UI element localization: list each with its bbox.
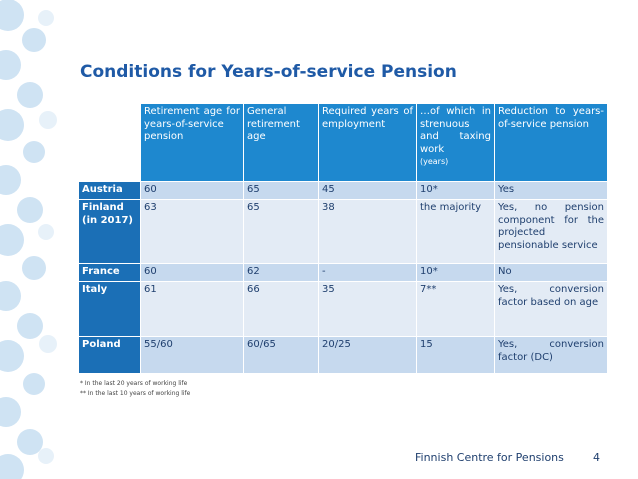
table-cell: 60 [140, 263, 244, 282]
title: Conditions for Years-of-service Pension [80, 62, 457, 82]
table-cell: the majority [416, 199, 495, 264]
table-cell: 45 [318, 181, 417, 200]
header-unit: (years) [420, 157, 449, 166]
table-cell: 38 [318, 199, 417, 264]
row-header: France [78, 263, 141, 282]
table: Retirement age for years-of-service pens… [78, 103, 608, 374]
table-row: Poland 55/60 60/65 20/25 15 Yes, conversion f… [78, 336, 608, 374]
header-cell: Required years of employment [318, 103, 417, 182]
header-text: Reduction to years-of-service pension [498, 106, 604, 130]
table-cell: 65 [243, 199, 319, 264]
header-text: Retirement age for years-of-service pens… [144, 106, 240, 142]
table-row: Italy 61 66 35 7** Yes, conversion factor bas… [78, 281, 608, 337]
header-text: General retirement age [247, 106, 300, 142]
row-header: Finland (in 2017) [78, 199, 141, 264]
table-cell: 63 [140, 199, 244, 264]
table-cell: Yes [494, 181, 608, 200]
decor [0, 0, 57, 479]
table-cell: 62 [243, 263, 319, 282]
footer-org: Finnish Centre for Pensions [415, 451, 564, 464]
table-cell: 66 [243, 281, 319, 337]
header-cell: …of which in strenuous and taxing work (y… [416, 103, 495, 182]
table-cell: 10* [416, 263, 495, 282]
table-cell: 60 [140, 181, 244, 200]
table-cell: 15 [416, 336, 495, 374]
table-cell: 20/25 [318, 336, 417, 374]
table-cell: 65 [243, 181, 319, 200]
table-cell: 7** [416, 281, 495, 337]
footnote: ** In the last 10 years of working life [80, 390, 191, 397]
table-cell: 61 [140, 281, 244, 337]
corner [78, 103, 141, 182]
header-text: Required years of employment [322, 106, 413, 130]
header-cell: Reduction to years-of-service pension [494, 103, 608, 182]
row-header: Italy [78, 281, 141, 337]
table-cell: No [494, 263, 608, 282]
table-row: France 60 62-10* No [78, 263, 608, 282]
table-cell: 60/65 [243, 336, 319, 374]
table-cell: 55/60 [140, 336, 244, 374]
table-cell: Yes, conversion factor (DC) [494, 336, 608, 374]
row-header: Austria [78, 181, 141, 200]
table-row: Austria 60 65 45 10* Yes [78, 181, 608, 200]
footnote: * In the last 20 years of working life [80, 380, 188, 387]
page-number: 4 [593, 451, 600, 464]
table-row: Finland (in 2017) 63 65 38 the majority Yes, … [78, 199, 608, 264]
table-cell: 35 [318, 281, 417, 337]
header-text: …of which in strenuous and taxing work [420, 106, 491, 155]
table-cell: Yes, conversion factor based on age [494, 281, 608, 337]
table-cell: 10* [416, 181, 495, 200]
row-header: Poland [78, 336, 141, 374]
header-cell: General retirement age [243, 103, 319, 182]
header-cell: Retirement age for years-of-service pens… [140, 103, 244, 182]
table-cell: - [318, 263, 417, 282]
table-cell: Yes, no pension component for the projec… [494, 199, 608, 264]
